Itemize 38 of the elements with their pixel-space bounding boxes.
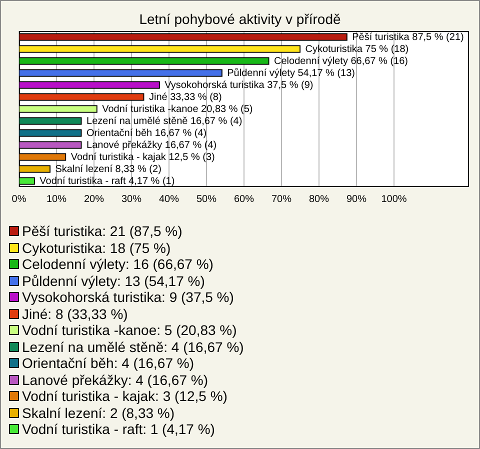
category-label: Vysokohorská turistika 37,5 % (9) [164, 80, 314, 91]
text: Půldenní výlety: 13 (54,17 %) [22, 272, 205, 289]
category-label: Vodní turistika - kajak 12,5 % (3) [70, 152, 215, 163]
text: Orientační běh: 4 (16,67 %) [22, 355, 194, 372]
category-label: Pěší turistika 87,5 % (21) [352, 32, 464, 43]
x-tick-label: 20% [84, 194, 104, 205]
category-label: Lanové překážky 16,67 % (4) [86, 140, 217, 151]
x-tick-label: 30% [121, 194, 142, 205]
text: Lanové překážky: 4 (16,67 %) [22, 372, 208, 388]
text: Vodní turistika - raft: 1 (4,17 %) [22, 421, 215, 438]
category-label: Půldenní výlety 54,17 % (13) [227, 68, 355, 79]
x-tick-label: 90% [346, 194, 367, 205]
category-label: Vodní turistika -kanoe 20,83 % (5) [102, 104, 253, 115]
text: Jiné: 8 (33,33 %) [22, 306, 128, 322]
category-label: Vodní turistika - raft 4,17 % (1) [40, 176, 175, 187]
x-tick-label: 60% [234, 194, 254, 205]
x-tick-label: 100% [381, 194, 407, 205]
x-tick-label: 0% [12, 194, 26, 205]
x-tick-label: 40% [158, 194, 180, 205]
category-label: Lezení na umělé stěně 16,67 % (4) [86, 116, 242, 127]
category-label: Orientační běh 16,67 % (4) [86, 128, 207, 139]
x-tick-label: 80% [308, 194, 330, 205]
text: Vodní turistika -kanoe: 5 (20,83 %) [22, 322, 237, 338]
text: Pěší turistika: 21 (87,5 %) [22, 223, 182, 240]
text: Vysokohorská turistika: 9 (37,5 %) [22, 289, 234, 306]
x-tick-label: 50% [196, 194, 217, 205]
category-label: Celodenní výlety 66,67 % (16) [274, 56, 408, 67]
x-tick-label: 70% [271, 194, 292, 205]
text: Celodenní výlety: 16 (66,67 %) [22, 256, 214, 272]
text: Skalní lezení: 2 (8,33 %) [22, 404, 175, 421]
category-label: Jiné 33,33 % (8) [148, 92, 222, 103]
x-tick-label: 10% [46, 194, 67, 205]
text: Cykoturistika: 18 (75 %) [22, 240, 171, 256]
category-label: Skalní lezení 8,33 % (2) [55, 164, 162, 175]
text: Vodní turistika - kajak: 3 (12,5 %) [22, 388, 228, 404]
category-label: Cykoturistika 75 % (18) [305, 44, 409, 55]
chart-title: Letní pohybové aktivity v přírodě [138, 10, 342, 29]
text: Lezení na umělé stěně: 4 (16,67 %) [22, 338, 244, 355]
